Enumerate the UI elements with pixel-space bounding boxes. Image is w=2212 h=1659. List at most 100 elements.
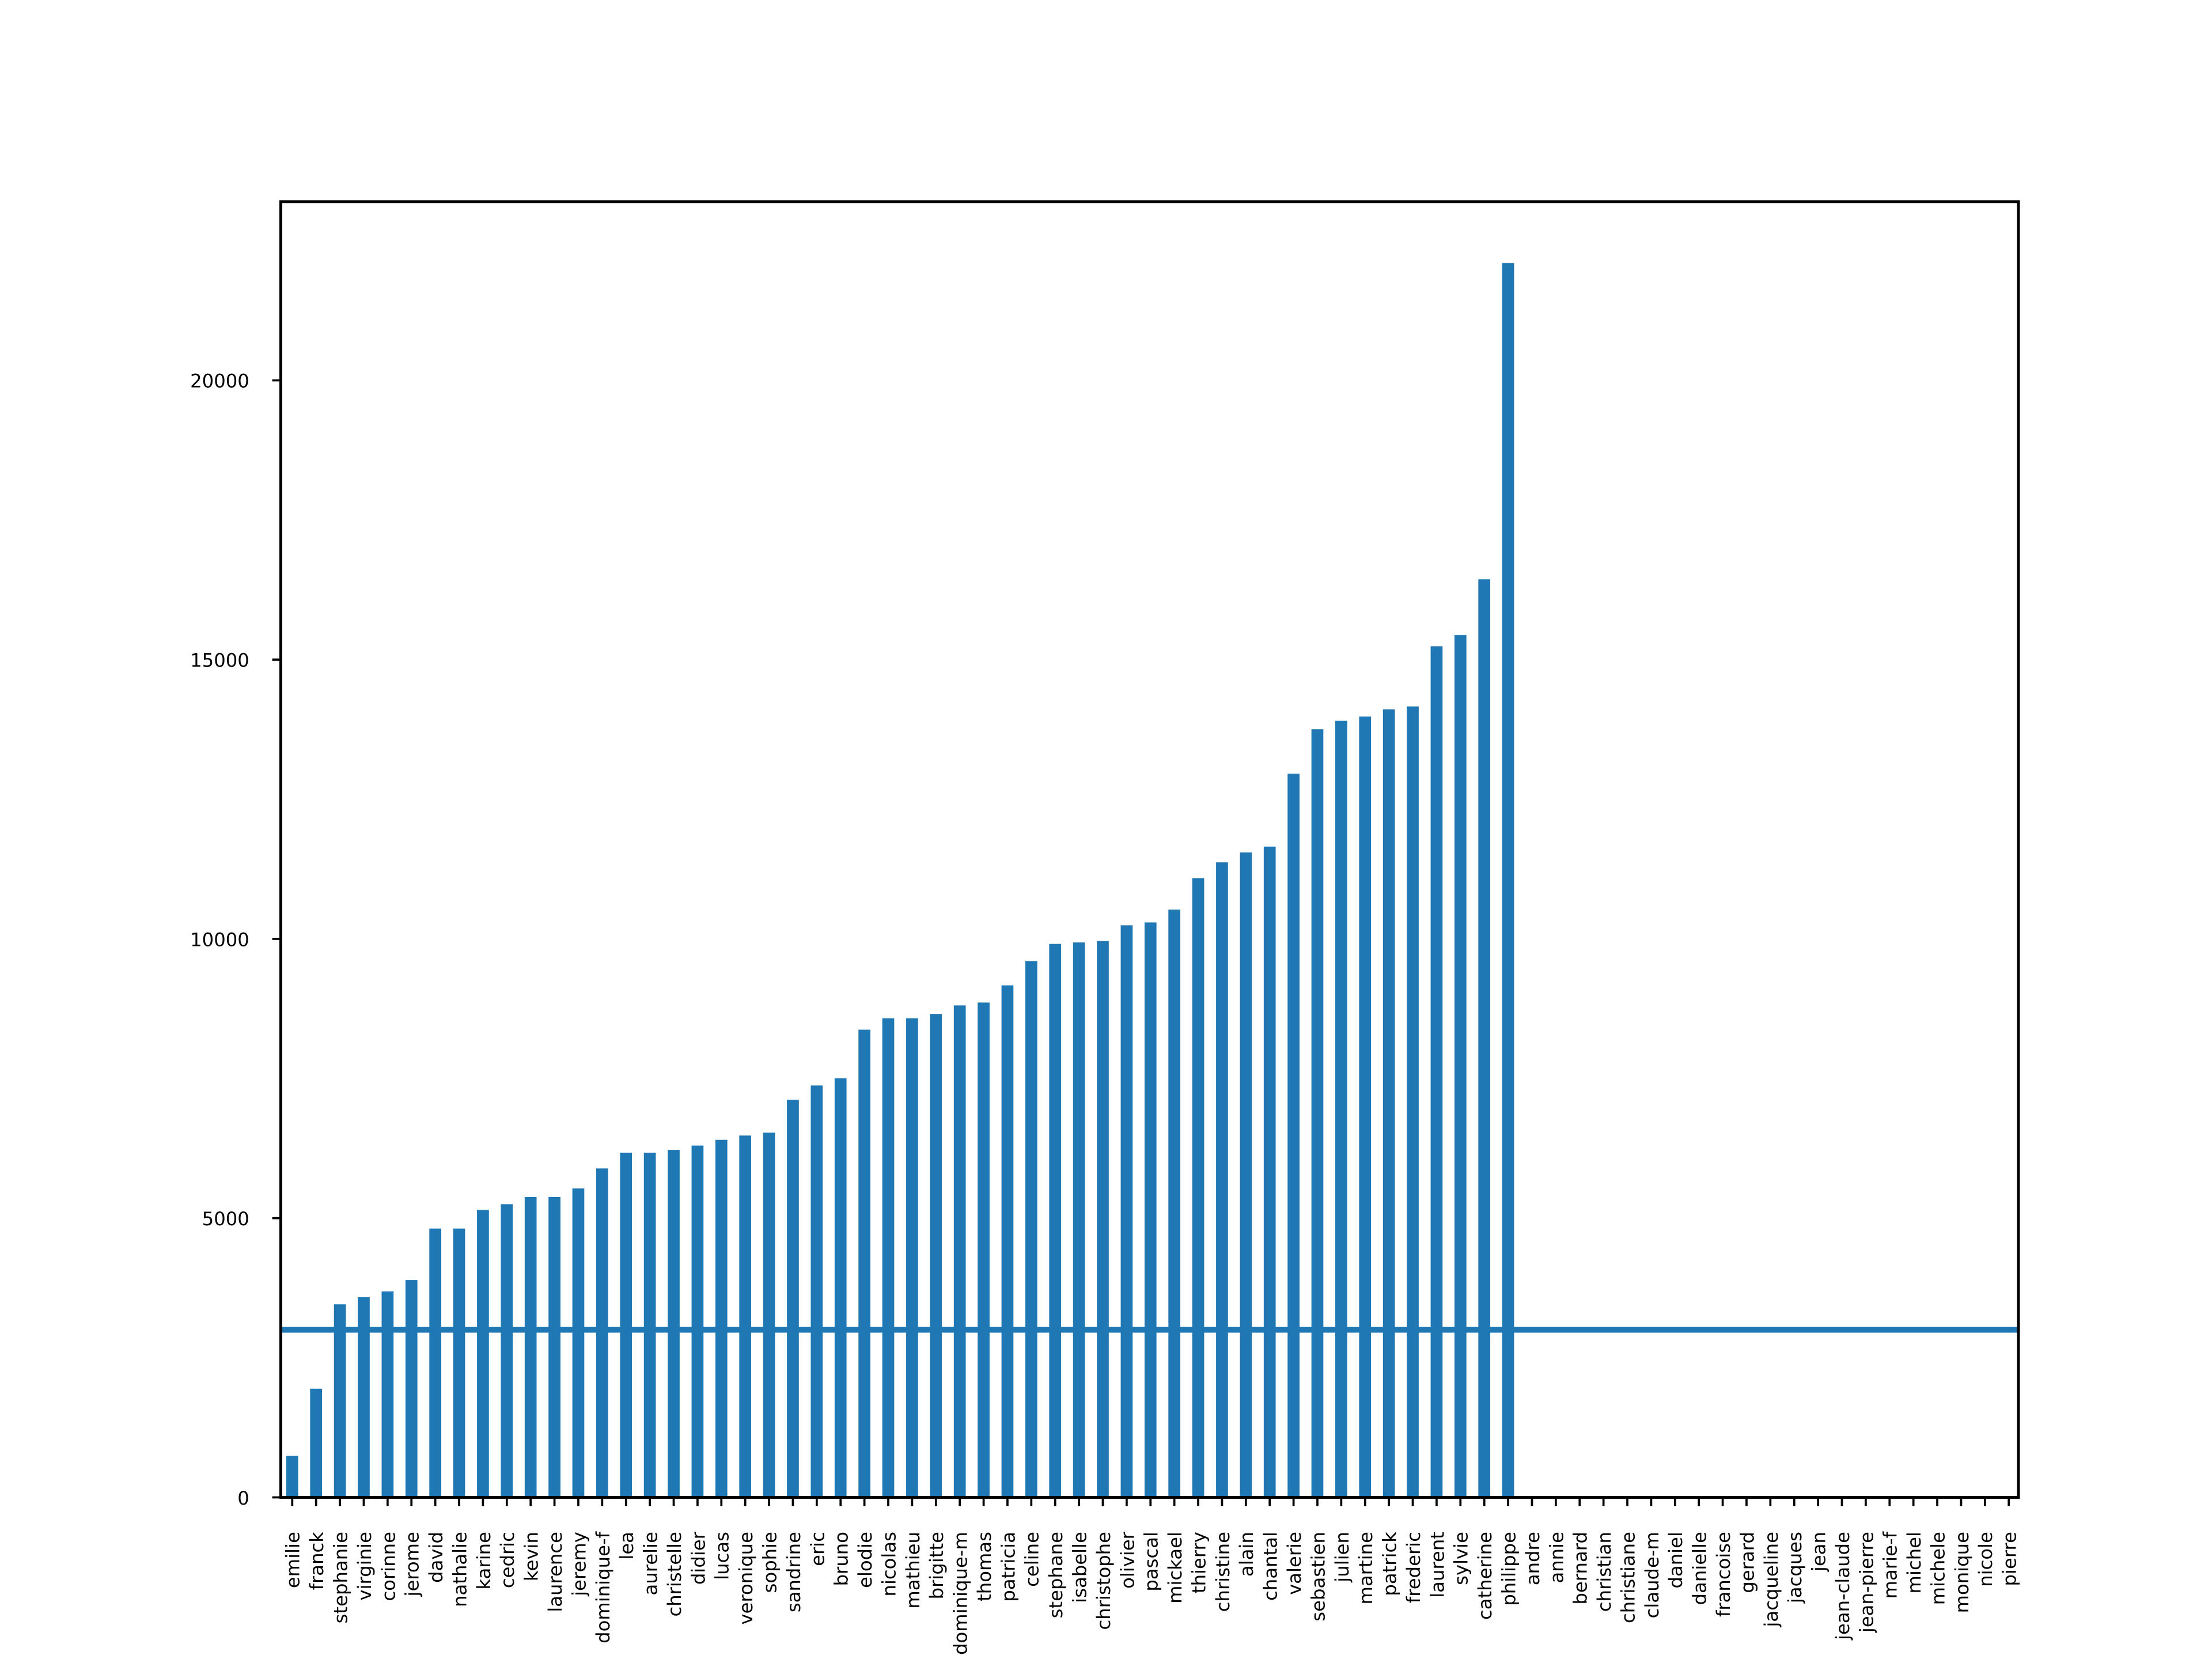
bar <box>739 1135 752 1498</box>
bar <box>334 1304 346 1498</box>
bar <box>715 1139 728 1498</box>
x-tick-label: franck <box>306 1532 328 1590</box>
x-tick-label: dominique-f <box>592 1531 614 1643</box>
x-tick-label: karine <box>473 1532 495 1589</box>
x-tick-label: philippe <box>1498 1532 1520 1606</box>
bar <box>1382 709 1395 1498</box>
x-tick-label: brigitte <box>926 1532 948 1599</box>
bar <box>1192 878 1205 1498</box>
x-tick-label: chantal <box>1260 1532 1282 1601</box>
bar <box>1144 922 1157 1498</box>
x-tick-label: elodie <box>854 1532 876 1588</box>
x-tick-label: isabelle <box>1069 1532 1091 1603</box>
bar <box>1025 961 1037 1498</box>
x-tick-label: annie <box>1546 1532 1567 1584</box>
bar <box>1359 716 1372 1498</box>
bar <box>477 1210 489 1498</box>
bar <box>286 1456 298 1498</box>
x-tick-label: sophie <box>759 1532 781 1593</box>
bar <box>1216 862 1228 1498</box>
x-tick-label: martine <box>1355 1532 1377 1604</box>
bar <box>1454 635 1467 1498</box>
x-tick-label: stephanie <box>329 1532 351 1623</box>
bar <box>787 1100 799 1498</box>
x-tick-label: olivier <box>1116 1531 1138 1589</box>
x-tick-label: corinne <box>377 1532 399 1601</box>
x-tick-label: jacqueline <box>1760 1532 1782 1628</box>
x-tick-label: kevin <box>521 1532 543 1581</box>
x-tick-label: laurence <box>544 1532 566 1612</box>
x-tick-label: daniel <box>1665 1532 1687 1588</box>
bar <box>882 1018 895 1498</box>
x-tick-label: thomas <box>974 1532 995 1601</box>
bar <box>1335 721 1347 1498</box>
x-tick-label: bruno <box>831 1532 853 1586</box>
x-tick-label: danielle <box>1689 1532 1711 1605</box>
bar <box>596 1168 608 1498</box>
bar <box>405 1280 418 1498</box>
bar <box>1407 706 1419 1498</box>
bar <box>1001 985 1014 1498</box>
bar <box>1073 942 1085 1498</box>
x-tick-label: mathieu <box>902 1532 924 1609</box>
bar <box>906 1018 918 1498</box>
x-tick-label: christiane <box>1617 1532 1639 1623</box>
bar <box>691 1145 704 1498</box>
x-tick-label: sebastien <box>1307 1532 1329 1622</box>
bar <box>310 1388 323 1498</box>
bar <box>1168 909 1180 1498</box>
bar <box>548 1197 560 1498</box>
bar <box>381 1291 394 1498</box>
x-tick-label: sylvie <box>1450 1532 1472 1585</box>
x-tick-label: christine <box>1212 1532 1234 1612</box>
x-tick-label: michel <box>1903 1532 1925 1593</box>
x-tick-label: virginie <box>354 1532 376 1600</box>
bar <box>1478 579 1491 1498</box>
x-tick-label: catherine <box>1474 1532 1496 1620</box>
bar <box>810 1085 823 1498</box>
bar <box>620 1153 632 1498</box>
bar <box>668 1150 680 1498</box>
bar <box>978 1002 990 1498</box>
x-tick-label: laurent <box>1426 1532 1448 1598</box>
x-tick-label: lucas <box>711 1532 733 1580</box>
x-tick-label: patricia <box>997 1532 1019 1602</box>
bar <box>1502 263 1514 1498</box>
bar <box>834 1078 847 1498</box>
y-tick-label: 20000 <box>190 370 249 392</box>
x-tick-label: nicole <box>1975 1532 1997 1587</box>
bar <box>1287 774 1300 1498</box>
bar <box>1263 846 1276 1498</box>
x-tick-label: nathalie <box>449 1532 471 1607</box>
x-tick-label: christophe <box>1093 1532 1115 1630</box>
bar <box>1430 646 1443 1498</box>
x-tick-label: claude-m <box>1641 1532 1663 1618</box>
plot-area: 0 5000 10000 15000 20000 emilie franck stephani… <box>190 263 2021 1655</box>
x-tick-label: francoise <box>1713 1532 1734 1617</box>
bar <box>953 1005 966 1498</box>
x-tick-label: aurelie <box>640 1532 662 1595</box>
bar <box>524 1197 537 1498</box>
x-tick-label: dominique-m <box>950 1532 972 1655</box>
x-tick-label: pascal <box>1141 1532 1162 1592</box>
bar <box>358 1297 370 1498</box>
bar <box>429 1228 441 1498</box>
y-tick-label: 15000 <box>190 650 249 672</box>
bar <box>643 1153 656 1498</box>
x-tick-label: marie-f <box>1880 1531 1902 1599</box>
x-tick-label: sandrine <box>783 1532 805 1612</box>
x-tick-label: thierry <box>1188 1532 1210 1593</box>
axes-frame <box>279 200 2020 1499</box>
x-tick-label: jerome <box>402 1532 423 1597</box>
x-tick-label: celine <box>1021 1532 1043 1587</box>
bar <box>572 1188 585 1498</box>
y-tick-label: 5000 <box>202 1208 249 1230</box>
x-tick-label: cedric <box>497 1532 518 1588</box>
x-tick-label: jean-claude <box>1832 1532 1854 1641</box>
x-tick-label: jean-pierre <box>1855 1532 1877 1633</box>
bar <box>1240 852 1252 1498</box>
x-tick-label: pierre <box>1999 1532 2021 1586</box>
bar <box>1097 941 1109 1498</box>
y-tick-label: 10000 <box>190 929 249 950</box>
